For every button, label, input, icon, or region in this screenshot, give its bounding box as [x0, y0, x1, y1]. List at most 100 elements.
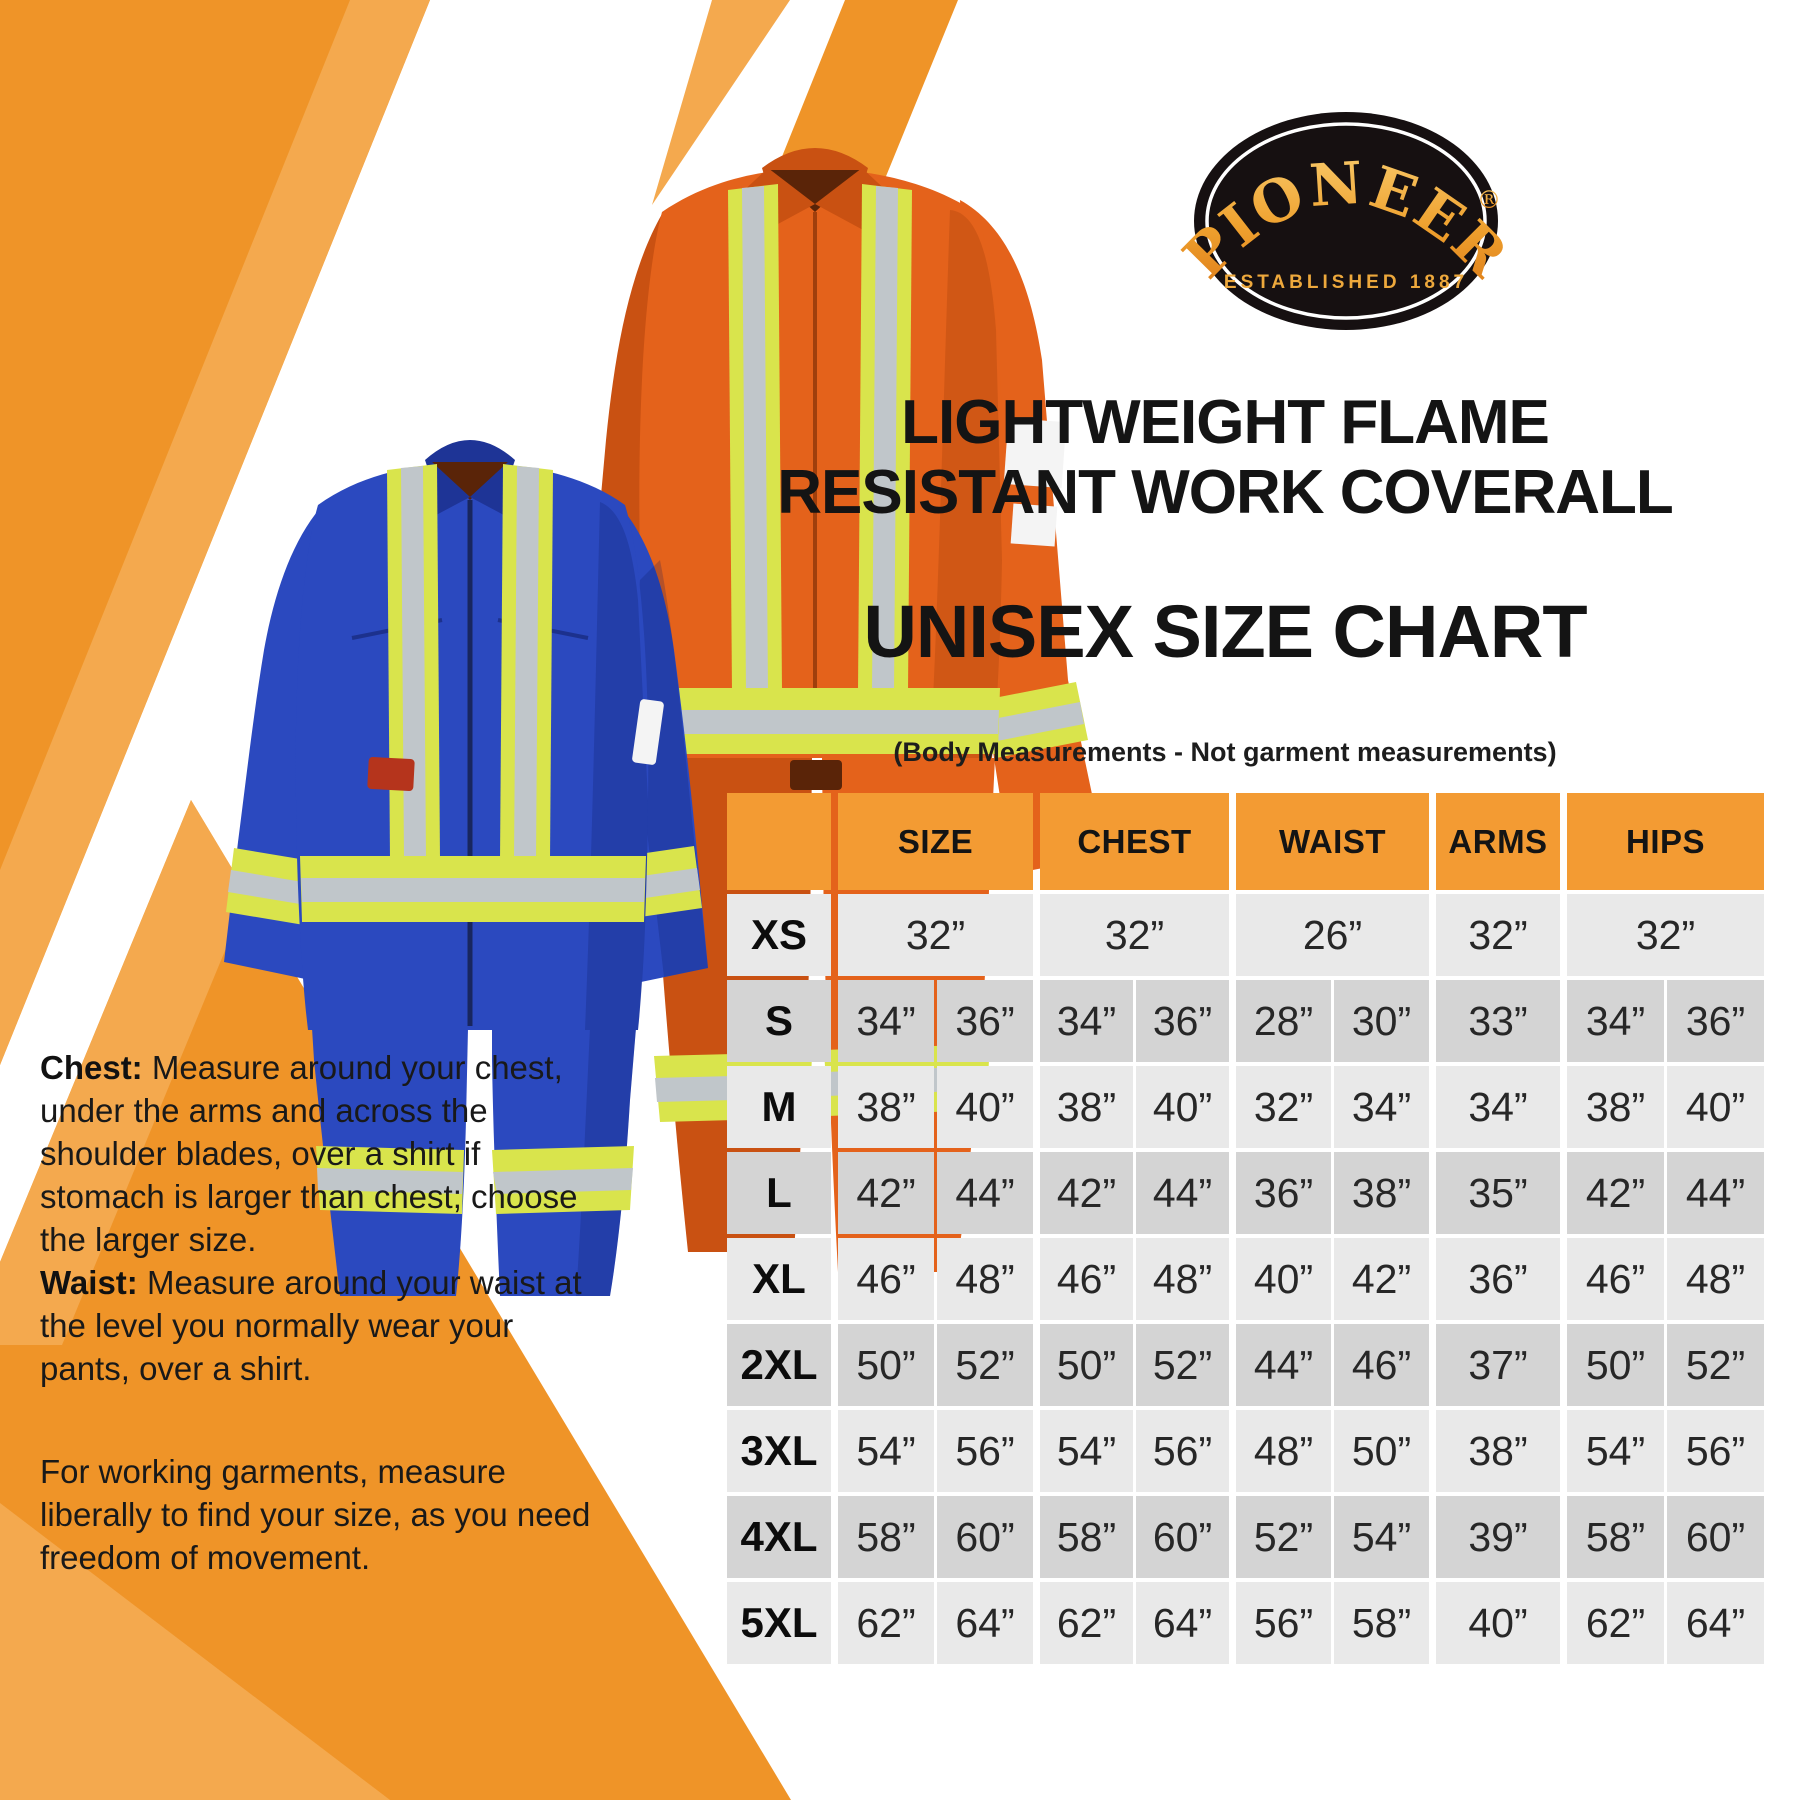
cell-chest: 46”	[1040, 1238, 1133, 1320]
cell-chest: 36”	[1136, 980, 1229, 1062]
cell-size: 60”	[937, 1496, 1033, 1578]
cell-size: 48”	[937, 1238, 1033, 1320]
table-row-4XL: 4XL 58” 60” 58” 60” 52” 54” 39” 58” 60”	[727, 1496, 1767, 1578]
cell-waist: 34”	[1334, 1066, 1429, 1148]
table-header-row: SIZE CHEST WAIST ARMS HIPS	[727, 793, 1767, 890]
cell-arms: 37”	[1436, 1324, 1560, 1406]
cell-size: 52”	[937, 1324, 1033, 1406]
table-row-S: S 34” 36” 34” 36” 28” 30” 33” 34” 36”	[727, 980, 1767, 1062]
header-cell-size: SIZE	[838, 793, 1033, 890]
table-row-5XL: 5XL 62” 64” 62” 64” 56” 58” 40” 62” 64”	[727, 1582, 1767, 1664]
header-cell-chest: CHEST	[1040, 793, 1229, 890]
cell-hips: 48”	[1667, 1238, 1764, 1320]
size-chart-table: SIZE CHEST WAIST ARMS HIPS XS 32” 32” 26” 32” 32” S…	[727, 793, 1767, 1668]
cell-waist: 42”	[1334, 1238, 1429, 1320]
product-title: LIGHTWEIGHT FLAME RESISTANT WORK COVERAL…	[660, 388, 1790, 528]
cell-waist: 50”	[1334, 1410, 1429, 1492]
diagonal-stripes	[0, 0, 958, 1800]
cell-chest: 64”	[1136, 1582, 1229, 1664]
orange-wedge-bottom-left	[0, 800, 791, 1800]
cell-size: 56”	[937, 1410, 1033, 1492]
measurement-note: (Body Measurements - Not garment measure…	[893, 737, 1557, 767]
cell-size: 58”	[838, 1496, 934, 1578]
table-row-M: M 38” 40” 38” 40” 32” 34” 34” 38” 40”	[727, 1066, 1767, 1148]
row-label: M	[727, 1066, 831, 1148]
waist-label: Waist:	[40, 1264, 138, 1301]
cell-hips: 64”	[1667, 1582, 1764, 1664]
cell-chest: 56”	[1136, 1410, 1229, 1492]
cell-arms: 32”	[1436, 894, 1560, 976]
header-cell-waist: WAIST	[1236, 793, 1429, 890]
table-row-3XL: 3XL 54” 56” 54” 56” 48” 50” 38” 54” 56”	[727, 1410, 1767, 1492]
cell-arms: 34”	[1436, 1066, 1560, 1148]
product-title-line2: RESISTANT WORK COVERALL	[777, 458, 1674, 527]
table-row-XS: XS 32” 32” 26” 32” 32”	[727, 894, 1767, 976]
logo-established: ESTABLISHED 1887	[1224, 272, 1468, 293]
cell-hips: 54”	[1567, 1410, 1664, 1492]
cell-size: 40”	[937, 1066, 1033, 1148]
orange-light-tip	[652, 0, 790, 205]
cell-arms: 36”	[1436, 1238, 1560, 1320]
header-cell-empty	[727, 793, 831, 890]
cell-chest: 50”	[1040, 1324, 1133, 1406]
cell-waist: 58”	[1334, 1582, 1429, 1664]
cell-waist: 30”	[1334, 980, 1429, 1062]
product-title-line1: LIGHTWEIGHT FLAME	[901, 388, 1550, 457]
cell-size: 46”	[838, 1238, 934, 1320]
cell-hips: 60”	[1667, 1496, 1764, 1578]
cell-chest: 52”	[1136, 1324, 1229, 1406]
orange-light-corner	[0, 1503, 390, 1800]
cell-waist: 40”	[1236, 1238, 1331, 1320]
cell-chest: 38”	[1040, 1066, 1133, 1148]
orange-light-stripe-top-left	[0, 0, 430, 1065]
cell-size: 32”	[838, 894, 1033, 976]
cell-hips: 58”	[1567, 1496, 1664, 1578]
orange-light-stripe-bottom	[0, 800, 248, 1345]
logo-oval	[1194, 112, 1498, 330]
cell-arms: 39”	[1436, 1496, 1560, 1578]
cell-chest: 48”	[1136, 1238, 1229, 1320]
cell-size: 36”	[937, 980, 1033, 1062]
cell-hips: 44”	[1667, 1152, 1764, 1234]
cell-chest: 34”	[1040, 980, 1133, 1062]
cell-hips: 56”	[1667, 1410, 1764, 1492]
cell-hips: 52”	[1667, 1324, 1764, 1406]
instruction-chest-waist: Chest: Measure around your chest, under …	[40, 1049, 582, 1387]
cell-chest: 44”	[1136, 1152, 1229, 1234]
pioneer-logo: PIONEER ® ESTABLISHED 1887	[1170, 112, 1520, 330]
row-label: 3XL	[727, 1410, 831, 1492]
blue-coverall-illustration	[224, 440, 708, 1296]
row-label: XS	[727, 894, 831, 976]
cell-waist: 54”	[1334, 1496, 1429, 1578]
row-label: 2XL	[727, 1324, 831, 1406]
cell-hips: 38”	[1567, 1066, 1664, 1148]
cell-waist: 28”	[1236, 980, 1331, 1062]
cell-hips: 34”	[1567, 980, 1664, 1062]
header-cell-hips: HIPS	[1567, 793, 1764, 890]
cell-waist: 44”	[1236, 1324, 1331, 1406]
header-cell-arms: ARMS	[1436, 793, 1560, 890]
cell-chest: 58”	[1040, 1496, 1133, 1578]
cell-size: 34”	[838, 980, 934, 1062]
instruction-fit: For working garments, measure liberally …	[40, 1453, 591, 1576]
cell-size: 42”	[838, 1152, 934, 1234]
cell-chest: 40”	[1136, 1066, 1229, 1148]
cell-size: 38”	[838, 1066, 934, 1148]
cell-chest: 42”	[1040, 1152, 1133, 1234]
cell-arms: 33”	[1436, 980, 1560, 1062]
cell-arms: 40”	[1436, 1582, 1560, 1664]
row-label: L	[727, 1152, 831, 1234]
measuring-instructions: Chest: Measure around your chest, under …	[40, 1046, 605, 1579]
table-row-L: L 42” 44” 42” 44” 36” 38” 35” 42” 44”	[727, 1152, 1767, 1234]
cell-arms: 38”	[1436, 1410, 1560, 1492]
cell-hips: 62”	[1567, 1582, 1664, 1664]
cell-waist: 38”	[1334, 1152, 1429, 1234]
cell-hips: 32”	[1567, 894, 1764, 976]
cell-waist: 52”	[1236, 1496, 1331, 1578]
size-chart-heading: UNISEX SIZE CHART	[863, 590, 1587, 673]
cell-hips: 40”	[1667, 1066, 1764, 1148]
cell-size: 50”	[838, 1324, 934, 1406]
cell-hips: 46”	[1567, 1238, 1664, 1320]
table-row-XL: XL 46” 48” 46” 48” 40” 42” 36” 46” 48”	[727, 1238, 1767, 1320]
